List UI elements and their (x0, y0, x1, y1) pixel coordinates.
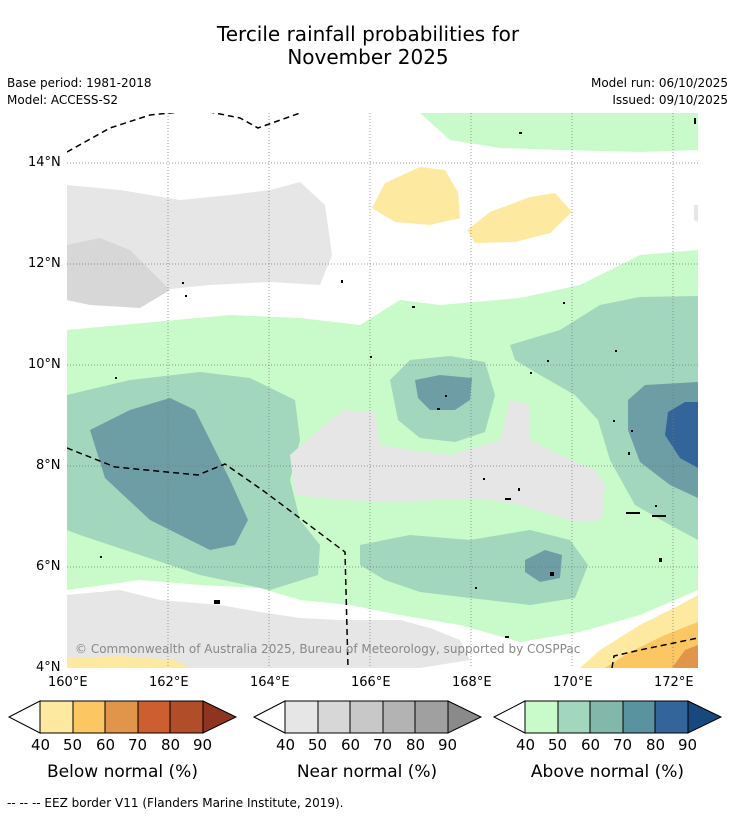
colorbar-above-normal (492, 700, 723, 734)
above-tick-80: 80 (646, 736, 666, 754)
colorbar-near-normal (252, 700, 483, 734)
below-tick-80: 80 (161, 736, 181, 754)
colorbar-above-70 (622, 700, 656, 734)
colorbar-below-40 (39, 700, 74, 734)
colorbar-below-min-arrow (7, 700, 41, 734)
lat-label-4n: 4°N (36, 660, 61, 675)
below-normal-title: Below normal (%) (47, 762, 198, 782)
colorbar-above-40 (524, 700, 559, 734)
below-normal-50-southeast (605, 622, 698, 668)
above-tick-50: 50 (548, 736, 568, 754)
below-tick-90: 90 (193, 736, 213, 754)
above-tick-90: 90 (678, 736, 698, 754)
near-normal-40-center (290, 400, 605, 522)
below-normal-40-north-1 (372, 167, 460, 225)
colorbar-near-90 (447, 700, 483, 734)
colorbar-near-70 (382, 700, 416, 734)
near-tick-70: 70 (373, 736, 393, 754)
near-tick-60: 60 (341, 736, 361, 754)
colorbar-above-60 (589, 700, 624, 734)
above-normal-title: Above normal (%) (530, 762, 685, 782)
colorbar-near-50 (317, 700, 351, 734)
islands (100, 118, 696, 638)
colorbar-near-min-arrow (252, 700, 286, 734)
colorbar-above-90 (687, 700, 723, 734)
eez-footnote: -- -- -- EEZ border V11 (Flanders Marine… (7, 796, 344, 810)
near-normal-50-north (67, 238, 170, 308)
below-tick-70: 70 (128, 736, 148, 754)
lon-label-164e: 164°E (250, 675, 290, 690)
near-tick-80: 80 (406, 736, 426, 754)
gridlines (67, 113, 698, 668)
below-normal-40-southwest (67, 656, 190, 668)
colorbar-below-70 (137, 700, 171, 734)
lat-label-10n: 10°N (28, 357, 61, 372)
below-normal-60-southeast (672, 645, 698, 668)
lat-label-12n: 12°N (28, 256, 61, 271)
lon-label-160e: 160°E (48, 675, 88, 690)
title-line-1: Tercile rainfall probabilities for (216, 22, 520, 46)
near-normal-title: Near normal (%) (296, 762, 438, 782)
issued-date: Issued: 09/10/2025 (612, 93, 728, 107)
above-normal-60-west (90, 398, 248, 550)
colorbar-below-90 (202, 700, 238, 734)
above-normal-60-center (415, 375, 472, 410)
above-tick-60: 60 (581, 736, 601, 754)
colorbar-below-60 (104, 700, 139, 734)
lon-label-168e: 168°E (452, 675, 492, 690)
colorbar-near-60 (349, 700, 384, 734)
colorbar-near-40 (284, 700, 319, 734)
below-tick-60: 60 (96, 736, 116, 754)
above-tick-40: 40 (516, 736, 536, 754)
above-normal-70-east (665, 402, 698, 468)
above-tick-70: 70 (613, 736, 633, 754)
colorbar-above-min-arrow (492, 700, 526, 734)
below-tick-50: 50 (63, 736, 83, 754)
above-normal-50-south (360, 530, 588, 605)
colorbar-below-50 (72, 700, 106, 734)
colorbar-above-80 (654, 700, 689, 734)
base-period: Base period: 1981-2018 (7, 76, 152, 90)
model-name: Model: ACCESS-S2 (7, 93, 119, 107)
near-tick-50: 50 (308, 736, 328, 754)
near-tick-90: 90 (438, 736, 458, 754)
above-normal-50-east (510, 296, 698, 540)
below-tick-40: 40 (31, 736, 51, 754)
lat-label-8n: 8°N (36, 458, 61, 473)
above-normal-40-north (420, 113, 698, 152)
model-run: Model run: 06/10/2025 (590, 76, 728, 90)
eez-borders (67, 113, 698, 668)
lon-label-162e: 162°E (149, 675, 189, 690)
near-normal-40-south (67, 590, 470, 668)
colorbar-below-normal (7, 700, 238, 734)
lon-label-172e: 172°E (654, 675, 694, 690)
colorbar-near-80 (414, 700, 449, 734)
title-line-2: November 2025 (287, 45, 449, 69)
lon-label-166e: 166°E (351, 675, 391, 690)
lon-label-170e: 170°E (553, 675, 593, 690)
colorbar-below-80 (169, 700, 204, 734)
colorbar-above-50 (557, 700, 591, 734)
below-normal-40-north-2 (467, 193, 572, 243)
near-tick-40: 40 (276, 736, 296, 754)
lat-label-6n: 6°N (36, 559, 61, 574)
near-normal-40-northeast (694, 205, 698, 222)
copyright-text: © Commonwealth of Australia 2025, Bureau… (75, 642, 580, 656)
lat-label-14n: 14°N (28, 155, 61, 170)
